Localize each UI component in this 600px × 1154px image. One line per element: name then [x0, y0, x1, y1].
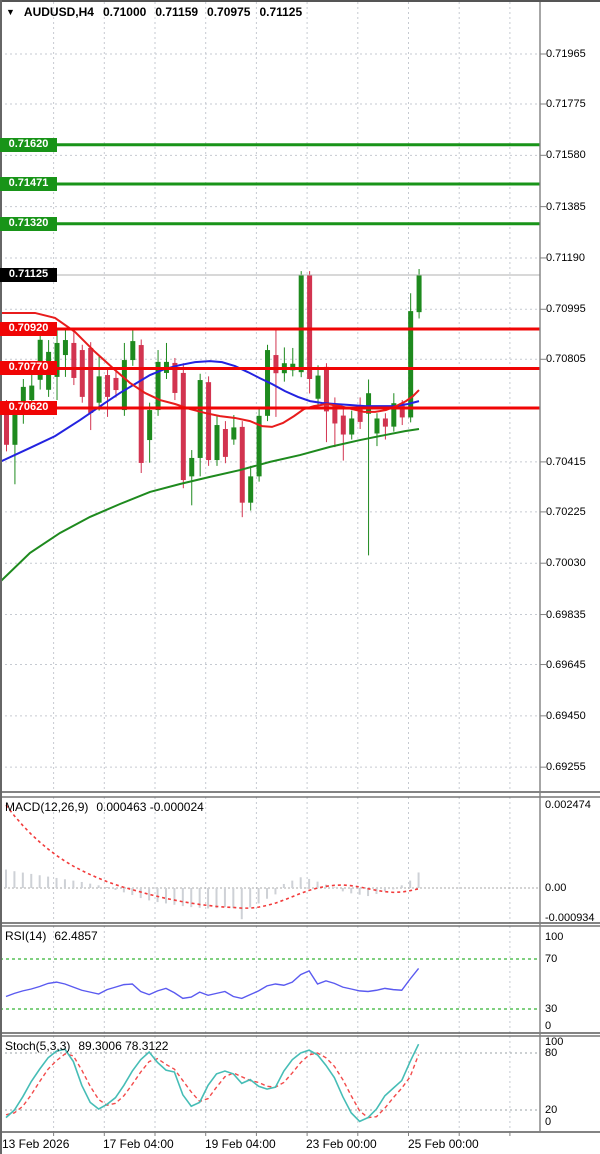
resistance-price-tag: 0.71620: [0, 137, 57, 152]
rsi-axis-label: 100: [545, 931, 564, 943]
price-axis-label: 0.69645: [546, 658, 586, 671]
support-price-tag: 0.70770: [0, 361, 57, 376]
time-axis-label: 23 Feb 00:00: [306, 1137, 377, 1151]
macd-values: 0.000463 -0.000024: [96, 800, 204, 814]
macd-panel-title: MACD(12,26,9) 0.000463 -0.000024: [5, 800, 204, 814]
stoch-axis-label: 20: [545, 1104, 558, 1116]
price-axis-label: 0.70415: [546, 455, 586, 468]
rsi-title: RSI(14): [5, 929, 47, 943]
stoch-axis-label: 80: [545, 1047, 558, 1059]
ohlc-low: 0.70975: [207, 5, 251, 19]
price-axis-label: 0.70805: [546, 353, 586, 366]
price-axis-label: 0.70995: [546, 303, 586, 316]
time-axis-label: 13 Feb 2026: [2, 1137, 70, 1151]
stoch-title: Stoch(5,3,3): [5, 1039, 71, 1053]
macd-axis-label: -0.000934: [545, 912, 595, 924]
price-axis-label: 0.71965: [546, 48, 586, 60]
time-axis-label: 19 Feb 04:00: [205, 1137, 276, 1151]
support-price-tag: 0.70920: [0, 322, 57, 336]
rsi-axis-label: 0: [545, 1020, 552, 1032]
symbol-label: AUDUSD,H4: [23, 5, 94, 19]
macd-axis-label: 0.00: [545, 882, 567, 894]
stoch-axis-label: 0: [545, 1116, 552, 1128]
macd-axis-label: 0.002474: [545, 798, 591, 811]
rsi-axis-label: 70: [545, 953, 558, 965]
ohlc-close: 0.71125: [259, 5, 303, 19]
macd-title: MACD(12,26,9): [5, 800, 89, 814]
price-axis-label: 0.70030: [546, 557, 586, 570]
symbol-dropdown-icon[interactable]: ▼: [6, 7, 15, 17]
ohlc-open: 0.71000: [102, 5, 147, 19]
price-axis-label: 0.71775: [546, 98, 586, 110]
resistance-price-tag: 0.71320: [0, 216, 57, 231]
price-axis-label: 0.71190: [546, 251, 585, 264]
time-axis-label: 17 Feb 04:00: [103, 1137, 174, 1151]
price-axis-label: 0.69450: [546, 709, 586, 722]
current-price-tag: 0.71125: [0, 268, 57, 283]
stoch-axis-label: 100: [545, 1036, 564, 1048]
price-axis-label: 0.71385: [546, 200, 586, 213]
support-price-tag: 0.70620: [0, 400, 57, 415]
price-axis-label: 0.69255: [546, 761, 586, 774]
price-axis-label: 0.69835: [546, 608, 586, 621]
resistance-price-tag: 0.71471: [0, 177, 57, 191]
chart-header: ▼ AUDUSD,H4 0.71000 0.71159 0.70975 0.71…: [6, 5, 302, 19]
rsi-axis-label: 30: [545, 1003, 558, 1015]
price-axis-label: 0.70225: [546, 505, 586, 518]
stoch-panel-title: Stoch(5,3,3) 89.3006 78.3122: [5, 1039, 168, 1053]
price-axis-label: 0.71580: [546, 149, 586, 162]
rsi-value: 62.4857: [54, 929, 98, 943]
rsi-panel-title: RSI(14) 62.4857: [5, 929, 98, 943]
stoch-values: 89.3006 78.3122: [78, 1039, 169, 1053]
ohlc-high: 0.71159: [155, 5, 199, 19]
time-axis-label: 25 Feb 00:00: [408, 1137, 479, 1151]
